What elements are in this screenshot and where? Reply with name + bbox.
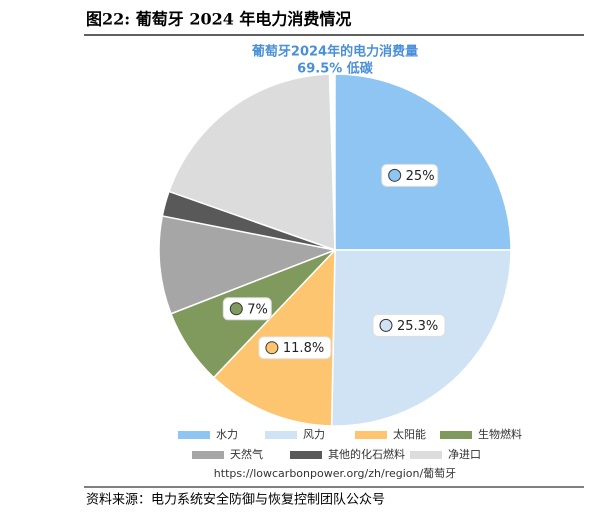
- label-icon: [388, 168, 402, 182]
- label-box: [258, 336, 332, 360]
- legend-label: 天然气: [230, 447, 263, 461]
- chart-subtitle: 69.5% 低碳: [297, 61, 374, 77]
- source-url: https://lowcarbonpower.org/zh/region/葡萄牙: [214, 467, 456, 480]
- legend-swatch: [355, 431, 387, 439]
- figure-title: 图22: 葡萄牙 2024 年电力消费情况: [86, 10, 351, 29]
- data-label: 25.3%: [397, 319, 438, 334]
- legend-label: 水力: [216, 428, 238, 441]
- legend-label: 风力: [303, 428, 325, 441]
- legend-label: 太阳能: [393, 427, 426, 441]
- label-box: [372, 313, 446, 337]
- label-icon: [229, 302, 243, 316]
- legend-swatch: [192, 451, 224, 459]
- chart-title: 葡萄牙2024年的电力消费量: [251, 44, 418, 60]
- pie-slice: [334, 73, 512, 251]
- legend-swatch: [265, 431, 297, 439]
- legend-swatch: [178, 431, 210, 439]
- footer-text: 资料来源：电力系统安全防御与恢复控制团队公众号: [86, 492, 385, 508]
- pie-slice: [168, 73, 336, 252]
- data-label: 7%: [247, 302, 268, 317]
- legend-swatch: [440, 431, 472, 439]
- legend-swatch: [290, 451, 322, 459]
- legend-swatch: [410, 451, 442, 459]
- pie-slice: [158, 215, 338, 315]
- pie-slice: [330, 249, 512, 427]
- label-icon: [265, 341, 279, 355]
- data-label: 25%: [406, 169, 435, 184]
- label-icon: [379, 318, 393, 332]
- legend-label: 其他的化石燃料: [328, 447, 405, 461]
- legend-label: 生物燃料: [478, 427, 522, 441]
- legend-label: 净进口: [448, 447, 481, 461]
- data-label: 11.8%: [283, 341, 324, 356]
